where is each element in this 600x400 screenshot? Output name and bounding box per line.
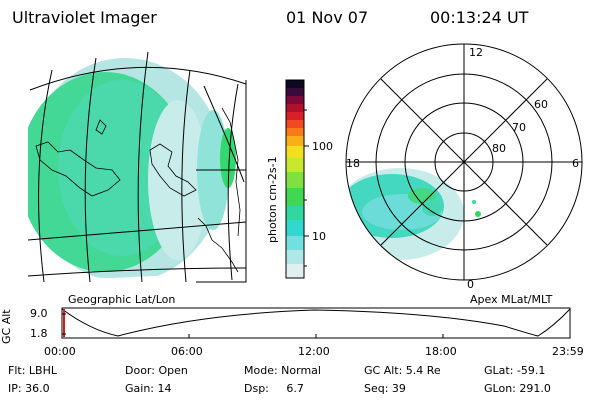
- altitude-plot: [61, 307, 571, 339]
- altitude-ylabel: GC Alt: [0, 309, 13, 344]
- status-door: Door: Open: [125, 364, 188, 377]
- mlat-label-70: 70: [512, 121, 526, 134]
- status-glon: GLon: 291.0: [484, 382, 551, 395]
- status-filter: Flt: LBHL: [8, 364, 57, 377]
- instrument-title: Ultraviolet Imager: [12, 8, 157, 27]
- mlt-label-6: 6: [572, 157, 579, 170]
- status-mode: Mode: Normal: [244, 364, 321, 377]
- colorbar: [285, 79, 309, 279]
- altitude-curve: [61, 308, 571, 337]
- date-label: 01 Nov 07: [286, 8, 369, 27]
- altitude-xtick-0600: 06:00: [171, 345, 203, 358]
- status-gc-alt: GC Alt: 5.4 Re: [364, 364, 441, 377]
- colorbar-tick-100: 100: [312, 140, 333, 153]
- mlt-label-18: 18: [346, 157, 360, 170]
- mlat-label-60: 60: [534, 98, 548, 111]
- altitude-xtick-2359: 23:59: [552, 345, 584, 358]
- altitude-xtick-1200: 12:00: [298, 345, 330, 358]
- altitude-xtick-1800: 18:00: [425, 345, 457, 358]
- status-ip: IP: 36.0: [8, 382, 50, 395]
- geographic-image: [28, 58, 241, 278]
- altitude-ytick-9: 9.0: [30, 307, 48, 320]
- magnetic-map-label: Apex MLat/MLT: [470, 293, 553, 306]
- altitude-plot-frame: [61, 307, 571, 339]
- mlt-label-12: 12: [469, 46, 483, 59]
- time-label: 00:13:24 UT: [430, 8, 529, 27]
- colorbar-unit-label: photon cm-2s-1: [266, 156, 279, 243]
- status-gain: Gain: 14: [125, 382, 172, 395]
- altitude-ytick-1-8: 1.8: [30, 327, 48, 340]
- geographic-map: [27, 51, 247, 283]
- status-seq: Seq: 39: [364, 382, 406, 395]
- magnetic-polar-map: [345, 43, 583, 281]
- altitude-xtick-0000: 00:00: [44, 345, 76, 358]
- status-glat: GLat: -59.1: [484, 364, 546, 377]
- altitude-ticks: [62, 313, 444, 338]
- status-dsp: Dsp: 6.7: [244, 382, 304, 395]
- mlat-label-80: 80: [492, 142, 506, 155]
- mlt-label-0: 0: [467, 278, 474, 291]
- geographic-map-label: Geographic Lat/Lon: [68, 293, 176, 306]
- colorbar-tick-10: 10: [312, 230, 326, 243]
